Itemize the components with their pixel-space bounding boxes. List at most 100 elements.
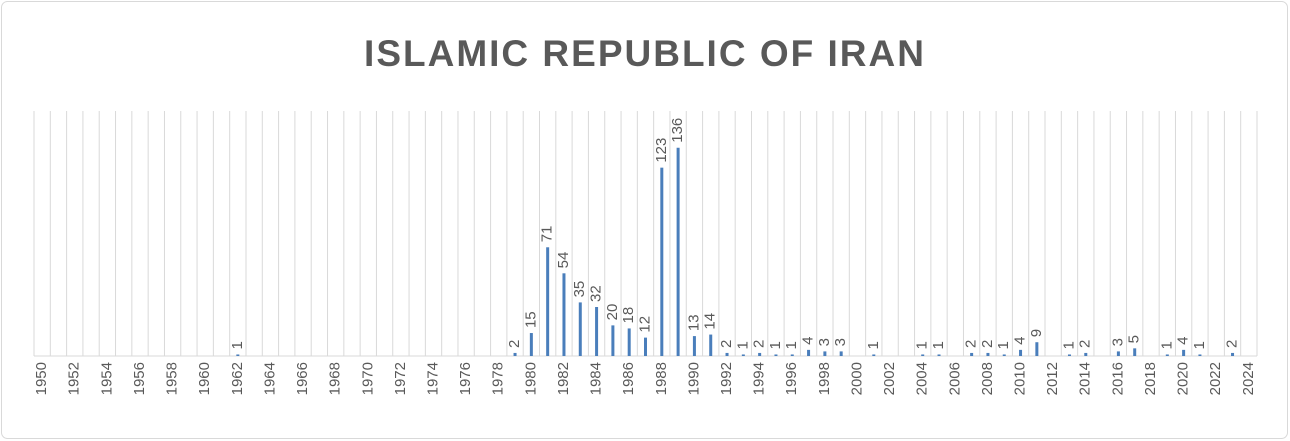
x-tick-label: 1996	[783, 362, 800, 395]
data-label: 20	[604, 304, 621, 321]
data-label: 123	[653, 138, 670, 163]
data-label: 32	[588, 285, 605, 302]
data-label: 3	[832, 338, 849, 346]
data-label: 2	[1224, 340, 1241, 348]
bar	[970, 352, 974, 356]
data-label: 2	[751, 340, 768, 348]
data-label: 1	[1060, 341, 1077, 349]
data-label: 1	[865, 341, 882, 349]
data-label: 2	[506, 340, 523, 348]
x-tick-label: 1958	[164, 362, 181, 395]
bar	[627, 328, 631, 356]
bar	[758, 352, 762, 356]
data-label: 14	[702, 313, 719, 330]
bar	[611, 325, 615, 356]
bar	[692, 336, 696, 356]
bar	[1133, 348, 1137, 356]
x-tick-label: 1950	[33, 362, 50, 395]
data-label: 4	[800, 337, 817, 345]
x-tick-label: 1972	[392, 362, 409, 395]
data-label: 2	[718, 340, 735, 348]
x-tick-label: 1954	[98, 362, 115, 395]
bar	[1116, 351, 1120, 356]
x-tick-label: 2008	[979, 362, 996, 395]
x-tick-label: 1974	[424, 362, 441, 395]
x-tick-label: 1980	[522, 362, 539, 395]
x-tick-label: 1956	[131, 362, 148, 395]
chart-title: ISLAMIC REPUBLIC OF IRAN	[364, 33, 926, 74]
data-label: 9	[1028, 329, 1045, 337]
x-tick-label: 1988	[653, 362, 670, 395]
x-tick-label: 2016	[1109, 362, 1126, 395]
x-tick-label: 1952	[66, 362, 83, 395]
bar	[937, 354, 941, 356]
bar	[644, 337, 647, 356]
data-label: 2	[979, 340, 996, 348]
bar	[709, 334, 713, 356]
data-label: 1	[734, 341, 751, 349]
x-tick-label: 2012	[1044, 362, 1061, 395]
x-tick-label: 1994	[751, 362, 768, 395]
bar	[1084, 352, 1088, 356]
x-tick-label: 2018	[1142, 362, 1159, 395]
x-tick-label: 1962	[229, 362, 246, 395]
bar	[236, 354, 240, 356]
x-tick-label: 2004	[914, 362, 931, 395]
x-tick-label: 2006	[946, 362, 963, 395]
x-tick-label: 1978	[490, 362, 507, 395]
x-tick-label: 1982	[555, 362, 572, 395]
bar	[986, 352, 990, 356]
bar	[513, 352, 517, 356]
bar	[725, 352, 729, 356]
bar	[774, 354, 778, 356]
bar	[921, 354, 925, 356]
data-label: 15	[522, 311, 539, 328]
data-label: 136	[669, 118, 686, 143]
bar	[807, 349, 811, 356]
bar	[595, 307, 599, 356]
data-label: 1	[767, 341, 784, 349]
data-label: 4	[1012, 337, 1029, 345]
x-tick-label: 1998	[816, 362, 833, 395]
x-tick-label: 1964	[261, 362, 278, 395]
bar	[1198, 354, 1202, 356]
bar	[546, 247, 550, 356]
data-label: 5	[1126, 335, 1143, 343]
bar	[1067, 354, 1071, 356]
data-label: 3	[816, 338, 833, 346]
data-label: 71	[539, 226, 556, 243]
bar	[1019, 349, 1023, 356]
bar	[1035, 342, 1039, 356]
x-tick-label: 1976	[457, 362, 474, 395]
x-tick-label: 1960	[196, 362, 213, 395]
data-label: 13	[685, 314, 702, 331]
x-tick-label: 1990	[685, 362, 702, 395]
bar	[1002, 354, 1006, 356]
x-tick-label: 1984	[588, 362, 605, 395]
x-tick-label: 2020	[1175, 362, 1192, 395]
data-label: 1	[930, 341, 947, 349]
data-label: 2	[1077, 340, 1094, 348]
data-label: 2	[963, 340, 980, 348]
data-label: 1	[783, 341, 800, 349]
data-label: 18	[620, 307, 637, 324]
x-tick-label: 2014	[1077, 362, 1094, 395]
bar	[660, 167, 664, 356]
bar	[872, 354, 876, 356]
bar	[741, 354, 745, 356]
x-tick-label: 2024	[1240, 362, 1257, 395]
x-tick-label: 1966	[294, 362, 311, 395]
bar	[676, 147, 680, 356]
x-tick-label: 2002	[881, 362, 898, 395]
data-label: 1	[995, 341, 1012, 349]
data-label: 3	[1109, 338, 1126, 346]
data-label: 1	[1158, 341, 1175, 349]
bar	[562, 273, 566, 356]
bar	[823, 351, 827, 356]
data-label: 1	[1191, 341, 1208, 349]
data-label: 1	[229, 341, 246, 349]
x-tick-label: 1992	[718, 362, 735, 395]
data-label: 1	[914, 341, 931, 349]
